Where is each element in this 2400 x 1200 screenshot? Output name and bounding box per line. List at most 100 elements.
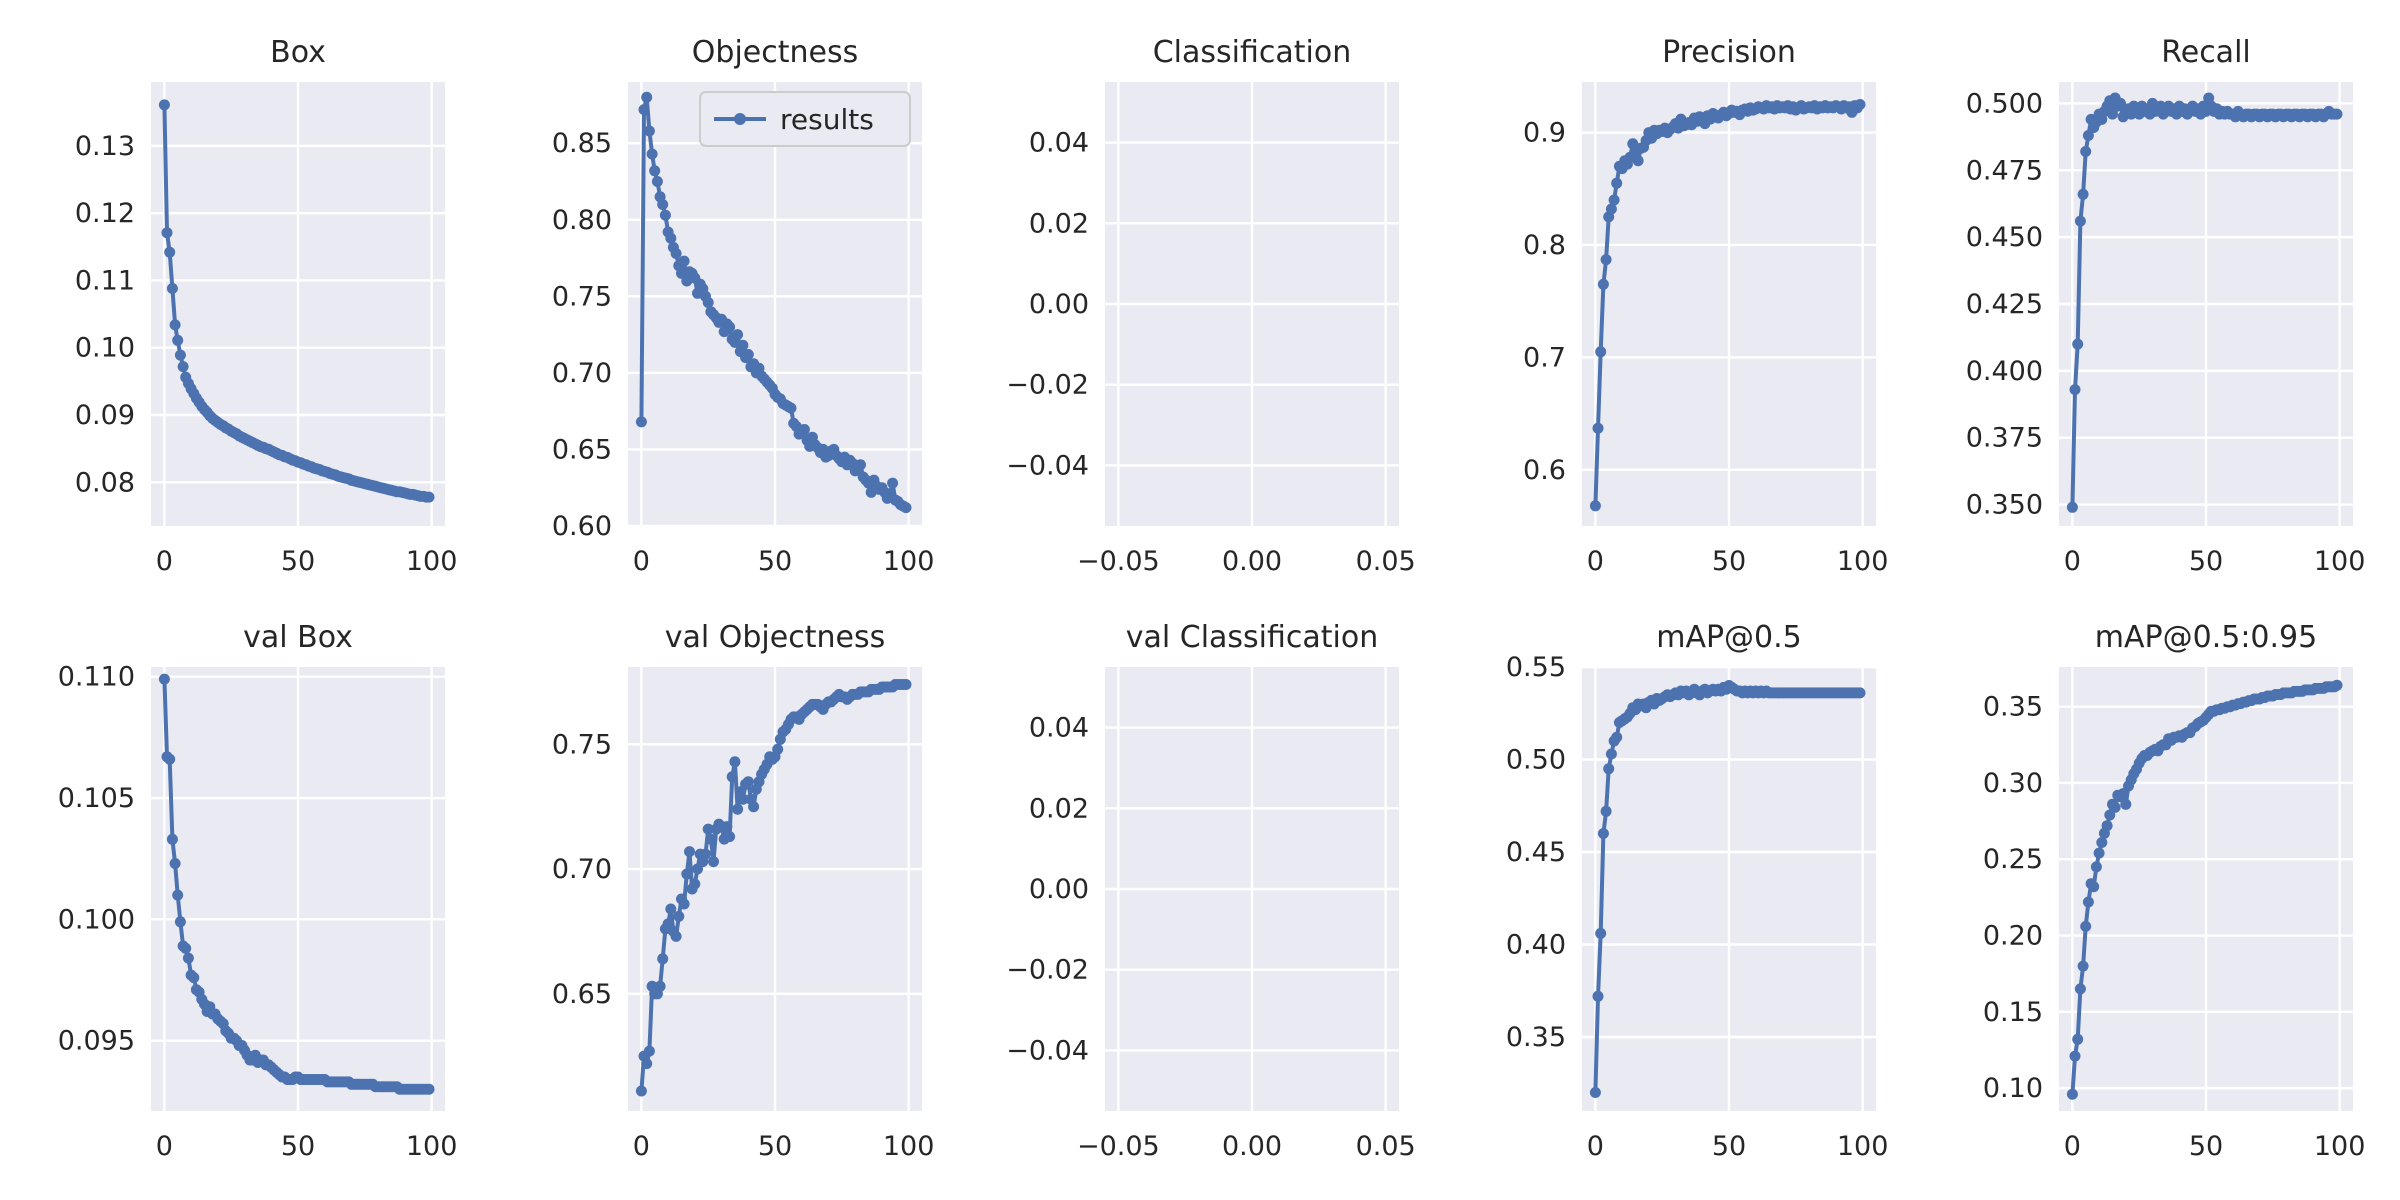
- data-point: [188, 972, 200, 984]
- y-tick-label: 0.10: [1983, 1073, 2043, 1104]
- y-tick-label: 0.75: [552, 729, 612, 760]
- data-point: [887, 477, 899, 489]
- data-point: [174, 349, 186, 361]
- y-tick-label: 0.6: [1523, 455, 1566, 486]
- y-tick-label: −0.04: [1006, 450, 1089, 481]
- y-tick-label: 0.60: [552, 511, 612, 542]
- x-tick-label: 100: [1837, 1131, 1889, 1162]
- legend-marker: [734, 113, 746, 125]
- data-point: [1627, 138, 1639, 150]
- x-tick-label: 0: [633, 1131, 650, 1162]
- legend-box: [699, 91, 911, 147]
- y-tick-label: 0.04: [1029, 713, 1089, 744]
- data-point: [158, 99, 170, 111]
- y-tick-label: 0.45: [1506, 837, 1566, 868]
- x-tick-label: −0.05: [1077, 546, 1160, 577]
- y-tick-label: 0.50: [1506, 745, 1566, 776]
- data-point: [643, 125, 655, 137]
- data-point: [705, 833, 717, 845]
- y-tick-label: 0.70: [552, 854, 612, 885]
- data-point: [1592, 422, 1604, 434]
- x-tick-label: 100: [406, 1131, 458, 1162]
- data-point: [164, 753, 176, 765]
- data-point: [855, 459, 866, 471]
- data-point: [1854, 99, 1866, 110]
- y-tick-label: 0.20: [1983, 921, 2043, 952]
- x-tick-label: 100: [1837, 546, 1889, 577]
- data-point: [724, 831, 736, 843]
- data-point: [1611, 177, 1623, 189]
- data-point: [1597, 278, 1609, 290]
- data-point: [2077, 960, 2089, 972]
- data-point: [1608, 194, 1620, 206]
- x-tick-label: 50: [1712, 1131, 1746, 1162]
- y-tick-label: 0.65: [552, 979, 612, 1010]
- y-tick-label: 0.02: [1029, 793, 1089, 824]
- data-point: [635, 1085, 647, 1097]
- chart-panel: 0 50 100 0.095 0.100 0.105 0.110 val Box: [58, 620, 458, 1162]
- data-point: [651, 176, 663, 187]
- y-tick-label: 0.350: [1966, 490, 2043, 521]
- data-point: [166, 833, 178, 845]
- data-point: [1600, 254, 1612, 266]
- data-point: [702, 823, 714, 835]
- data-point: [657, 199, 669, 210]
- x-tick-label: 0.05: [1356, 1131, 1416, 1162]
- data-point: [665, 903, 677, 915]
- y-tick-label: 0.105: [58, 783, 135, 814]
- y-tick-label: 0.02: [1029, 208, 1089, 239]
- panel-title: Precision: [1662, 35, 1796, 70]
- y-tick-label: 0.095: [58, 1026, 135, 1057]
- x-tick-label: 0: [1587, 1131, 1604, 1162]
- data-point: [1592, 990, 1604, 1002]
- data-point: [172, 889, 184, 901]
- data-point: [673, 910, 685, 922]
- y-tick-label: 0.00: [1029, 874, 1089, 905]
- chart-panel: 0 50 100 0.65 0.70 0.75 val Objectness: [552, 620, 935, 1162]
- data-point: [678, 255, 690, 267]
- data-point: [2072, 1033, 2084, 1045]
- data-point: [700, 848, 711, 860]
- data-point: [1595, 927, 1607, 939]
- data-point: [900, 502, 912, 514]
- data-point: [2331, 679, 2343, 691]
- data-point: [182, 952, 194, 964]
- data-point: [670, 248, 682, 259]
- chart-panel: 0 50 100 0.08 0.09 0.10 0.11 0.12 0.13 Box: [75, 35, 458, 577]
- data-point: [2101, 820, 2113, 832]
- y-tick-label: 0.11: [75, 265, 135, 296]
- y-tick-label: 0.09: [75, 400, 135, 431]
- x-tick-label: 0.00: [1222, 546, 1282, 577]
- panel-title: val Objectness: [665, 620, 885, 655]
- data-point: [166, 283, 178, 294]
- y-tick-label: 0.35: [1983, 692, 2043, 723]
- y-tick-label: 0.110: [58, 662, 135, 693]
- y-tick-label: 0.15: [1983, 997, 2043, 1028]
- data-point: [2120, 798, 2132, 810]
- data-point: [172, 334, 184, 346]
- x-tick-label: 0: [633, 546, 650, 577]
- data-point: [708, 856, 719, 868]
- x-tick-label: 0.05: [1356, 546, 1416, 577]
- data-point: [2074, 983, 2086, 995]
- y-tick-label: 0.12: [75, 198, 135, 229]
- chart-panel: 0 50 100 0.350 0.375 0.400 0.425 0.450 0.475 0.50…: [1966, 35, 2366, 577]
- x-tick-label: 100: [2314, 546, 2366, 577]
- data-point: [659, 209, 671, 221]
- data-point: [657, 953, 669, 965]
- y-tick-label: 0.450: [1966, 222, 2043, 253]
- chart-panel: 0 50 100 0.6 0.7 0.8 0.9 Precision: [1523, 35, 1888, 577]
- y-tick-label: 0.425: [1966, 289, 2043, 320]
- x-tick-label: 50: [281, 546, 315, 577]
- data-point: [161, 227, 173, 239]
- data-point: [174, 916, 186, 928]
- y-tick-label: 0.400: [1966, 356, 2043, 387]
- data-point: [638, 104, 650, 116]
- y-tick-label: 0.55: [1506, 652, 1566, 683]
- x-tick-label: 50: [281, 1131, 315, 1162]
- data-point: [1854, 687, 1866, 699]
- y-tick-label: 0.375: [1966, 423, 2043, 454]
- x-tick-label: 50: [1712, 546, 1746, 577]
- data-point: [1605, 203, 1617, 215]
- data-point: [772, 743, 784, 755]
